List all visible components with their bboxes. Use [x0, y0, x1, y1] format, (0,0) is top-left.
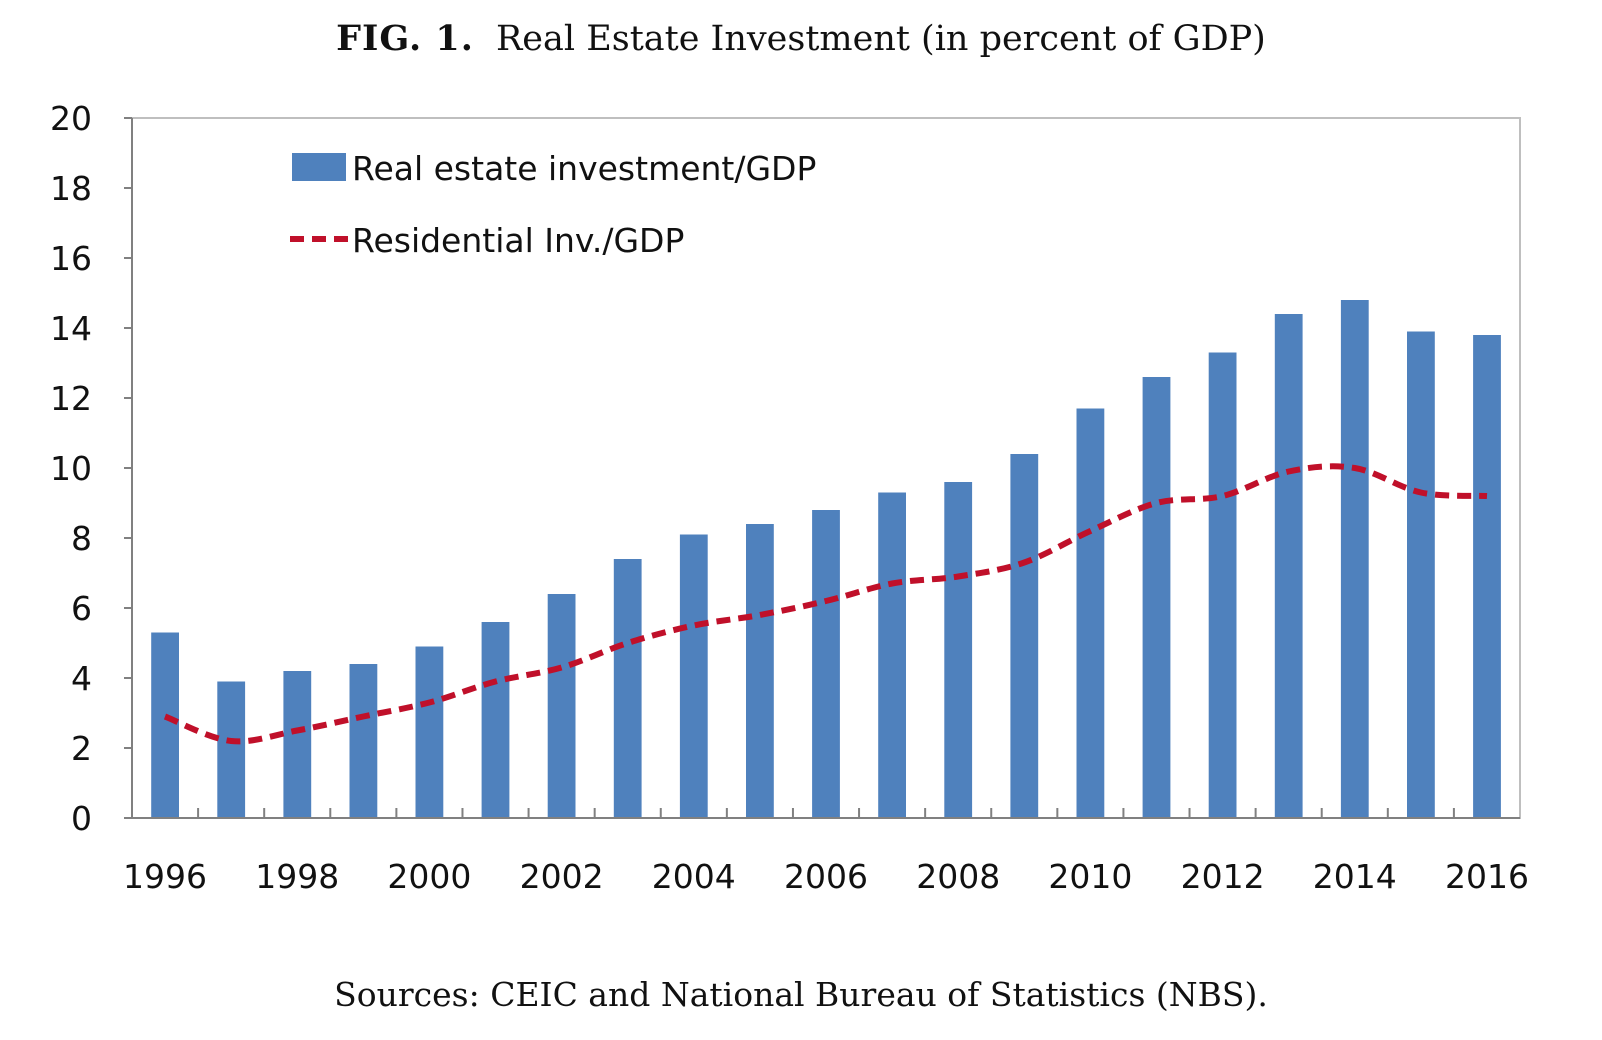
bar-2007	[878, 492, 906, 818]
figure-label: FIG. 1.	[336, 18, 474, 59]
y-tick-label-12: 12	[50, 379, 92, 418]
figure-title-text: Real Estate Investment (in percent of GD…	[495, 19, 1266, 59]
x-tick-label-1996: 1996	[123, 857, 207, 896]
real-estate-chart: 0 2 4 6 8 10 12 14 16 18 20 1996 1998 2000 2002 2004 20…	[50, 99, 1529, 896]
bar-series	[151, 300, 1501, 818]
bar-1997	[217, 681, 246, 818]
x-tick-label-2002: 2002	[520, 857, 604, 896]
bar-2006	[812, 510, 840, 818]
bar-1999	[349, 664, 378, 818]
residential-investment-line	[163, 463, 1488, 745]
figure-title: FIG. 1. Real Estate Investment (in percen…	[0, 18, 1602, 59]
bar-2000	[415, 646, 444, 818]
legend-label-line: Residential Inv./GDP	[352, 221, 684, 260]
source-note: Sources: CEIC and National Bureau of Sta…	[334, 975, 1268, 1014]
y-tick-label-14: 14	[50, 309, 92, 348]
bar-2011	[1142, 377, 1171, 818]
y-tick-label-4: 4	[71, 659, 92, 698]
line-series	[163, 463, 1488, 745]
x-tick-label-2014: 2014	[1313, 857, 1397, 896]
legend: Real estate investment/GDP Residential I…	[290, 149, 816, 260]
y-tick-label-20: 20	[50, 99, 92, 138]
x-tick-label-2004: 2004	[652, 857, 736, 896]
y-tick-label-6: 6	[71, 589, 92, 628]
bar-1998	[283, 671, 312, 818]
x-tick-label-2000: 2000	[387, 857, 471, 896]
x-tick-label-1998: 1998	[255, 857, 339, 896]
x-tick-label-2012: 2012	[1181, 857, 1265, 896]
bar-2013	[1274, 314, 1303, 818]
x-tick-label-2006: 2006	[784, 857, 868, 896]
x-tick-label-2010: 2010	[1048, 857, 1132, 896]
bar-2015	[1407, 331, 1435, 818]
x-tick-label-2008: 2008	[916, 857, 1000, 896]
legend-swatch-bar	[292, 153, 346, 181]
bar-2004	[679, 534, 708, 818]
bar-2002	[547, 594, 576, 818]
y-tick-label-8: 8	[71, 519, 92, 558]
bar-2003	[613, 559, 642, 818]
y-tick-label-2: 2	[71, 729, 92, 768]
y-tick-label-10: 10	[50, 449, 92, 488]
bar-2016	[1473, 335, 1501, 818]
bar-2012	[1208, 352, 1237, 818]
x-tick-label-2016: 2016	[1445, 857, 1529, 896]
bar-2009	[1010, 454, 1039, 818]
y-tick-label-16: 16	[50, 239, 92, 278]
bar-1996	[151, 632, 179, 818]
y-tick-label-0: 0	[71, 799, 92, 838]
y-axis-ticks: 0 2 4 6 8 10 12 14 16 18 20	[50, 99, 132, 838]
y-tick-label-18: 18	[50, 169, 92, 208]
bar-2010	[1076, 408, 1105, 818]
legend-label-bar: Real estate investment/GDP	[352, 149, 816, 188]
bar-2014	[1340, 300, 1369, 818]
bar-2005	[746, 524, 774, 818]
bar-2008	[944, 482, 973, 818]
bar-2001	[481, 622, 510, 818]
x-axis-ticks: 1996 1998 2000 2002 2004 2006 2008 2010 2012 2014…	[123, 808, 1529, 896]
